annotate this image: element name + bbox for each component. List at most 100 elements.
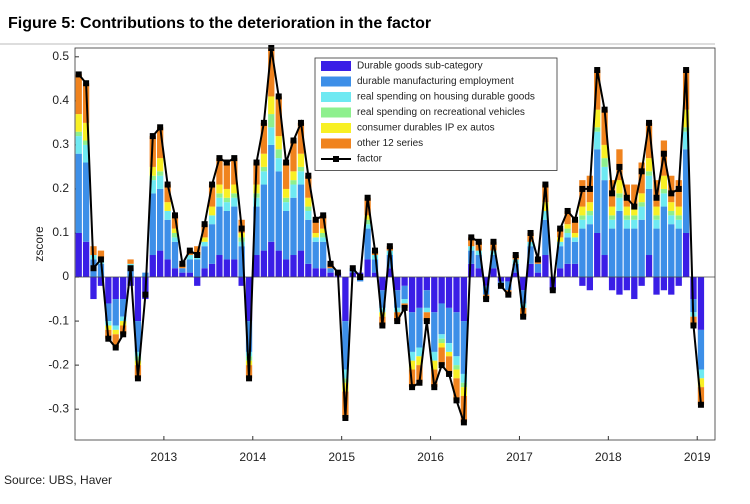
bar-segment	[571, 263, 579, 278]
bar-segment	[275, 158, 282, 172]
bar-segment	[105, 321, 112, 326]
bar-segment	[631, 277, 638, 300]
factor-marker	[105, 335, 112, 342]
source: Source: UBS, Haver	[4, 473, 112, 487]
y-axis-label: zscore	[32, 226, 46, 262]
bar-segment	[608, 228, 616, 278]
bar-segment	[638, 162, 645, 194]
factor-marker	[638, 168, 645, 175]
bar-segment	[616, 180, 623, 194]
bar-segment	[342, 369, 349, 379]
bar-segment	[653, 215, 660, 220]
bar-segment	[201, 241, 208, 247]
factor-marker	[297, 119, 304, 126]
bar-segment	[97, 277, 105, 286]
bar-segment	[601, 158, 608, 167]
chart-title: Figure 5: Contributions to the deteriora…	[8, 15, 431, 32]
factor-marker	[586, 185, 593, 192]
factor-marker	[253, 159, 260, 166]
factor-marker	[497, 282, 504, 289]
bar-segment	[305, 197, 312, 207]
factor-marker	[75, 71, 82, 78]
bar-segment	[564, 263, 571, 278]
bar-segment	[512, 272, 519, 278]
bar-segment	[245, 321, 253, 352]
bar-segment	[164, 259, 171, 278]
bar-segment	[379, 307, 386, 313]
factor-marker	[653, 194, 660, 201]
bar-segment	[75, 131, 82, 137]
bar-segment	[438, 303, 445, 335]
bar-segment	[638, 219, 645, 278]
bar-segment	[112, 277, 119, 300]
bar-segment	[460, 387, 468, 396]
bar-segment	[608, 215, 616, 220]
bar-segment	[320, 215, 327, 229]
bar-segment	[557, 237, 564, 242]
bar-segment	[579, 180, 586, 207]
bar-segment	[616, 277, 623, 295]
bar-segment	[631, 206, 638, 216]
bar-segment	[201, 268, 208, 278]
bar-segment	[690, 277, 697, 300]
factor-marker	[120, 331, 127, 338]
bar-segment	[386, 255, 393, 269]
factor-marker	[446, 370, 453, 377]
factor-marker	[283, 159, 290, 166]
bar-segment	[75, 153, 82, 233]
bar-segment	[231, 206, 238, 260]
bar-segment	[157, 127, 164, 159]
bar-segment	[638, 206, 645, 220]
bar-segment	[453, 356, 460, 366]
bar-segment	[490, 250, 497, 256]
factor-marker	[697, 401, 704, 408]
bar-segment	[194, 246, 201, 256]
factor-marker	[201, 221, 208, 228]
bar-segment	[475, 250, 482, 256]
bar-segment	[342, 378, 349, 383]
bar-segment	[379, 312, 386, 317]
bar-segment	[253, 197, 260, 207]
bar-segment	[564, 224, 571, 229]
bar-segment	[453, 365, 460, 370]
bar-segment	[75, 114, 82, 132]
bar-segment	[297, 250, 305, 278]
bar-segment	[105, 277, 112, 304]
bar-segment	[253, 255, 260, 278]
legend-swatch	[321, 76, 351, 87]
factor-marker	[216, 155, 223, 162]
bar-segment	[660, 188, 668, 194]
bar-segment	[320, 241, 327, 269]
bar-segment	[638, 277, 645, 286]
bar-segment	[505, 281, 512, 291]
bar-segment	[320, 268, 327, 278]
factor-marker	[690, 322, 697, 329]
factor-marker	[683, 67, 690, 74]
bar-segment	[231, 197, 238, 207]
bar-segment	[660, 277, 668, 291]
x-tick-label: 2014	[239, 450, 266, 464]
bar-segment	[557, 241, 564, 247]
bar-segment	[408, 277, 416, 313]
bar-segment	[579, 219, 586, 229]
factor-marker	[312, 216, 319, 223]
bar-segment	[290, 184, 297, 198]
bar-segment	[75, 136, 82, 154]
legend-label: other 12 series	[357, 138, 423, 149]
bar-segment	[297, 171, 305, 185]
factor-marker	[357, 274, 364, 281]
bar-segment	[460, 382, 468, 388]
bar-segment	[623, 219, 630, 229]
bar-segment	[631, 228, 638, 278]
bar-segment	[371, 259, 379, 273]
bar-segment	[682, 149, 690, 233]
bar-segment	[320, 237, 327, 242]
factor-marker	[416, 379, 423, 386]
x-tick-label: 2013	[151, 450, 178, 464]
bar-segment	[394, 307, 401, 313]
bar-segment	[238, 277, 245, 286]
bar-segment	[171, 268, 179, 278]
factor-marker	[164, 181, 171, 188]
bar-segment	[594, 109, 601, 128]
bar-segment	[408, 351, 416, 361]
